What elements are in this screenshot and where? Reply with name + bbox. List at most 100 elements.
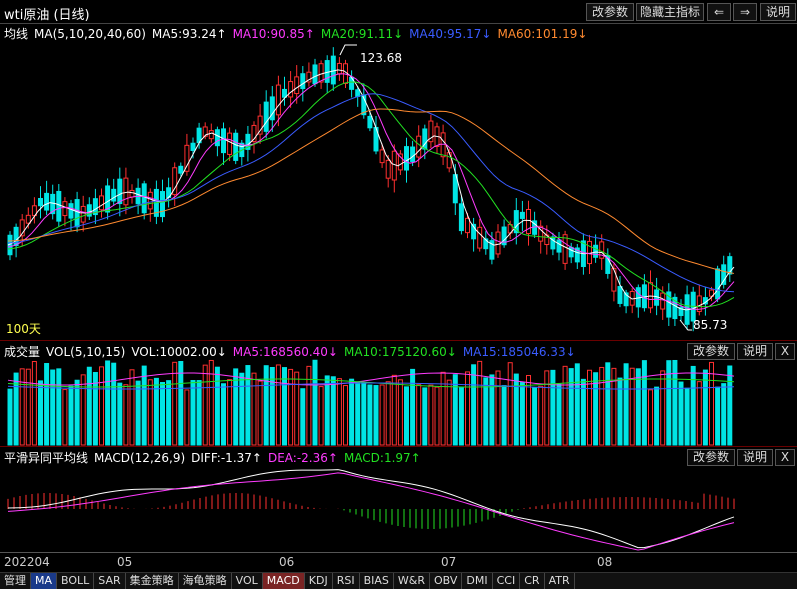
tab-管理[interactable]: 管理 [0, 573, 31, 589]
candle-body [233, 132, 239, 161]
diff-line [7, 469, 735, 549]
volume-bar [196, 380, 202, 446]
candle-body [227, 132, 233, 155]
volume-bar [666, 360, 672, 446]
volume-help-button[interactable]: 说明 [737, 343, 773, 360]
help-button[interactable]: 说明 [760, 3, 796, 21]
volume-bar [458, 387, 464, 446]
volume-bar [556, 383, 562, 446]
candle-body [275, 84, 281, 116]
volume-bar [7, 388, 13, 446]
price-chart[interactable] [0, 0, 797, 341]
tab-macd[interactable]: MACD [262, 573, 305, 589]
volume-bar [648, 389, 653, 446]
tab-rsi[interactable]: RSI [333, 573, 360, 589]
volume-bar [141, 365, 147, 446]
volume-bar [80, 374, 86, 446]
volume-close-icon[interactable]: X [775, 343, 795, 360]
hide-indicator-button[interactable]: 隐藏主指标 [636, 3, 704, 21]
tab-cr[interactable]: CR [520, 573, 545, 589]
tab-集金策略[interactable]: 集金策略 [126, 573, 179, 589]
volume-bar [306, 365, 312, 446]
volume-bar [623, 363, 629, 446]
volume-params-button[interactable]: 改参数 [687, 343, 735, 360]
candle-body [648, 282, 653, 309]
candle-body [617, 286, 623, 304]
volume-bar [507, 362, 513, 446]
volume-bar [410, 368, 416, 446]
volume-bar [355, 381, 361, 446]
candle-body [288, 81, 294, 98]
tab-boll[interactable]: BOLL [57, 573, 95, 589]
candle-body [80, 205, 86, 223]
volume-bar [605, 362, 611, 446]
candle-body [391, 150, 397, 181]
vol-ma5-value: MA5:168560.40↓ [232, 345, 338, 359]
candle-body [117, 178, 123, 205]
candle-body [123, 177, 129, 206]
ma40-value: MA40:95.17↓ [409, 27, 492, 41]
candle-body [404, 146, 409, 171]
candle-body [593, 244, 599, 258]
tab-海龟策略[interactable]: 海龟策略 [179, 573, 232, 589]
ma-legend: 均线 MA(5,10,20,40,60) MA5:93.24↑ MA10:90.85↑… [4, 25, 593, 41]
volume-chart[interactable] [0, 341, 797, 446]
candle-body [184, 144, 190, 172]
tab-atr[interactable]: ATR [545, 573, 575, 589]
volume-bar [611, 367, 617, 446]
volume-bar [599, 366, 605, 446]
volume-bar [275, 364, 281, 446]
volume-bar [538, 385, 544, 446]
macd-close-icon[interactable]: X [775, 449, 795, 466]
volume-bar [446, 379, 452, 446]
volume-bar [367, 384, 373, 446]
volume-bar [129, 369, 135, 446]
volume-bar [373, 385, 379, 446]
candle-body [458, 203, 464, 232]
macd-value: MACD:1.97↑ [343, 451, 421, 465]
tab-ma[interactable]: MA [31, 573, 58, 589]
candle-body [452, 174, 458, 204]
candle-body [513, 210, 519, 234]
candle-body [141, 183, 147, 214]
ma10-value: MA10:90.85↑ [232, 27, 315, 41]
tab-bias[interactable]: BIAS [360, 573, 394, 589]
tab-kdj[interactable]: KDJ [305, 573, 333, 589]
volume-bar [593, 372, 599, 446]
panel-divider [0, 446, 797, 447]
candle-body [489, 240, 495, 260]
vol-ma15-value: MA15:185046.33↓ [462, 345, 576, 359]
volume-bar [31, 361, 37, 446]
candle-body [672, 296, 678, 320]
x-axis: 202204 05 06 07 08 [0, 552, 797, 572]
volume-bar [92, 372, 98, 446]
macd-chart[interactable] [0, 447, 797, 552]
x-axis-label: 07 [441, 555, 457, 569]
volume-bar [715, 386, 721, 446]
ma5-value: MA5:93.24↑ [151, 27, 227, 41]
volume-bar [19, 368, 25, 446]
volume-bar [190, 380, 196, 446]
edit-params-button[interactable]: 改参数 [586, 3, 634, 21]
volume-bar [74, 379, 80, 446]
tab-sar[interactable]: SAR [94, 573, 126, 589]
volume-bar [288, 368, 294, 446]
macd-help-button[interactable]: 说明 [737, 449, 773, 466]
macd-params-button[interactable]: 改参数 [687, 449, 735, 466]
tab-vol[interactable]: VOL [232, 573, 263, 589]
volume-bar [56, 368, 62, 446]
candle-body [282, 88, 287, 98]
volume-bar [477, 360, 483, 446]
tab-w&r[interactable]: W&R [394, 573, 430, 589]
volume-bar [721, 383, 727, 446]
tab-dmi[interactable]: DMI [462, 573, 493, 589]
candle-body [172, 167, 178, 196]
candle-body [538, 225, 544, 242]
volume-legend-params: VOL(5,10,15) [46, 345, 126, 359]
forward-arrow-icon[interactable]: ⇒ [733, 3, 757, 21]
tab-cci[interactable]: CCI [493, 573, 521, 589]
candle-body [727, 256, 733, 275]
back-arrow-icon[interactable]: ⇐ [707, 3, 731, 21]
tab-obv[interactable]: OBV [430, 573, 463, 589]
candle-body [446, 152, 452, 169]
